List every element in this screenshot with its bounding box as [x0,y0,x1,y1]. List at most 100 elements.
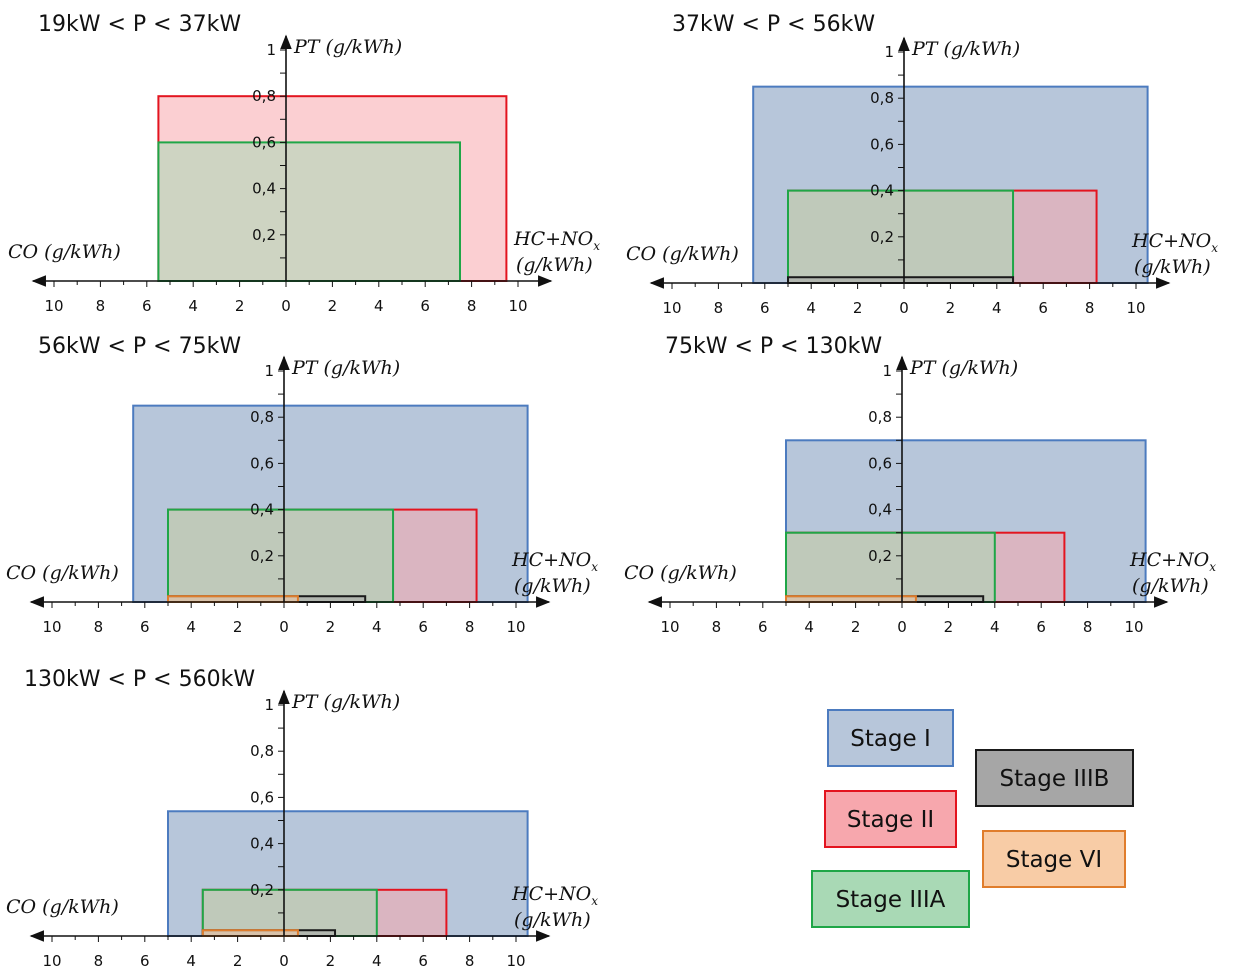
x-tick-label: 4 [804,618,814,636]
y-tick-label: 0,4 [250,501,274,519]
legend-label: Stage IIIB [1000,766,1110,792]
legend-item-stage-i: Stage I [827,709,954,767]
x-tick-label: 8 [1083,618,1093,636]
x-axis-label-right: HC+NOx [511,883,598,908]
x-tick-label: 4 [188,297,198,315]
y-tick-label: 0,8 [252,87,276,105]
chart-panel-3: 56kW < P < 75kW 10 8 6 4 2 0 2 4 6 8 10 1 0,8 0,6 0,4 0,… [6,334,598,636]
legend-swatch [811,870,970,928]
x-tick-label: 6 [760,299,770,317]
x-tick-label: 0 [279,952,289,969]
x-axis-label-left: CO (g/kWh) [624,562,737,584]
x-tick-label: 6 [418,952,428,969]
y-tick-label: 0,6 [868,454,892,472]
x-tick-label: 2 [946,299,956,317]
x-tick-label: 6 [140,618,150,636]
x-tick-label: 8 [467,297,477,315]
x-tick-label: 0 [279,618,289,636]
x-axis-label-right: HC+NOx [511,549,598,574]
x-axis-label-right-unit: (g/kWh) [514,909,591,931]
limit-box-stage-iiia [201,888,378,937]
x-axis-label-left: CO (g/kWh) [626,243,739,265]
y-tick-label: 0,8 [870,89,894,107]
panel-title: 56kW < P < 75kW [38,334,241,359]
x-tick-label: 4 [186,952,196,969]
x-tick-label: 6 [418,618,428,636]
x-tick-label: 8 [465,618,475,636]
legend-swatch [982,830,1126,888]
y-tick-label: 0,8 [868,408,892,426]
x-tick-label: 2 [235,297,245,315]
x-axis-label-right: HC+NOx [513,228,600,253]
x-axis-label-right: HC+NOx [1131,230,1218,255]
legend: Stage I Stage II Stage IIIA Stage IIIB Stage… [811,709,1134,928]
x-tick-label: 10 [662,299,681,317]
x-tick-label: 2 [233,952,243,969]
x-tick-label: 4 [992,299,1002,317]
x-tick-label: 4 [806,299,816,317]
legend-swatch [827,709,954,767]
legend-item-stage-ii: Stage II [824,790,957,848]
y-tick-label: 0,4 [870,182,894,200]
x-tick-label: 0 [897,618,907,636]
x-tick-label: 10 [1126,299,1145,317]
limit-box-stage-iiia [157,141,461,282]
limit-box-stage-iiib [787,276,1015,285]
chart-panel-4: 75kW < P < 130kW 10 8 6 4 2 0 2 4 6 8 10 1 0,8 0,6 0,4 0… [624,334,1216,636]
x-axis-label-left: CO (g/kWh) [8,241,121,263]
x-tick-label: 6 [140,952,150,969]
x-tick-label: 10 [42,952,61,969]
y-axis-label: PT (g/kWh) [291,357,400,379]
y-tick-label: 0,4 [252,180,276,198]
x-tick-label: 2 [944,618,954,636]
x-tick-label: 8 [96,297,106,315]
x-tick-label: 2 [326,618,336,636]
y-tick-label: 0,6 [252,133,276,151]
x-axis-label-right-unit: (g/kWh) [1132,575,1209,597]
legend-item-stage-iiib: Stage IIIB [975,749,1134,807]
legend-swatch [975,749,1134,807]
y-tick-label: 0,2 [868,547,892,565]
y-tick-label: 0,6 [870,135,894,153]
panel-title: 75kW < P < 130kW [665,334,882,359]
x-tick-label: 8 [94,618,104,636]
y-tick-label: 0,8 [250,742,274,760]
limit-box-stage-vi [167,595,299,603]
x-tick-label: 4 [372,952,382,969]
y-axis-label: PT (g/kWh) [909,357,1018,379]
x-tick-label: 8 [1085,299,1095,317]
x-axis-label-right-unit: (g/kWh) [516,254,593,276]
x-axis-label-left: CO (g/kWh) [6,896,119,918]
legend-label: Stage I [850,726,931,752]
x-tick-label: 6 [1036,618,1046,636]
x-tick-label: 0 [281,297,291,315]
x-tick-label: 0 [899,299,909,317]
legend-label: Stage II [847,807,934,833]
legend-label: Stage IIIA [836,887,946,913]
panel-title: 37kW < P < 56kW [672,12,875,37]
x-tick-label: 2 [851,618,861,636]
chart-panel-1: 19kW < P < 37kW 10 8 6 4 2 0 2 4 6 8 10 1 0,8 0,6 0,4 0,… [8,12,600,315]
panel-title: 130kW < P < 560kW [24,667,255,692]
x-tick-label: 2 [326,952,336,969]
y-tick-label: 0,2 [250,881,274,899]
x-tick-label: 8 [465,952,475,969]
y-axis-label: PT (g/kWh) [911,38,1020,60]
x-tick-label: 10 [508,297,527,315]
legend-label: Stage VI [1006,847,1102,873]
x-tick-label: 4 [186,618,196,636]
y-tick-label: 1 [264,362,274,380]
x-axis-label-right-unit: (g/kWh) [514,575,591,597]
x-axis-label-right: HC+NOx [1129,549,1216,574]
y-tick-label: 0,2 [252,226,276,244]
y-tick-label: 0,6 [250,454,274,472]
x-tick-label: 6 [1038,299,1048,317]
x-tick-label: 4 [374,297,384,315]
x-tick-label: 2 [328,297,338,315]
x-tick-label: 4 [990,618,1000,636]
x-tick-label: 2 [853,299,863,317]
y-tick-label: 1 [266,41,276,59]
limit-box-stage-iiia [785,531,996,604]
